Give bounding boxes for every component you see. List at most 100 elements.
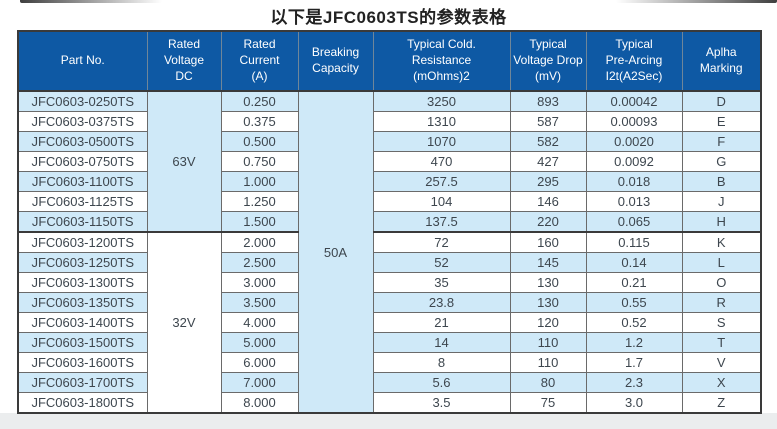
column-header-alpha-marking: Aplha Marking [681, 30, 762, 92]
part-no-cell: JFC0603-1300TS [17, 272, 148, 293]
alpha-marking-cell: F [681, 131, 762, 152]
column-header-part-no: Part No. [17, 30, 148, 92]
pre-arcing-cell: 0.115 [585, 231, 683, 253]
table-row: JFC0603-0500TS 0.500 1070 582 0.0020 F [17, 131, 762, 152]
table-row: JFC0603-1200TS 32V 2.000 72 160 0.115 K [17, 231, 762, 414]
part-no-cell: JFC0603-1700TS [17, 372, 148, 393]
voltage-drop-cell: 427 [509, 151, 587, 172]
cold-resistance-cell: 72 [372, 231, 511, 253]
part-no-cell: JFC0603-1150TS [17, 211, 148, 233]
table-row: JFC0603-1500TS 5.000 14 110 1.2 T [17, 332, 762, 353]
cold-resistance-cell: 35 [372, 272, 511, 293]
top-edge-artifact-left [20, 0, 162, 3]
table-row: JFC0603-1300TS 3.000 35 130 0.21 O [17, 272, 762, 293]
voltage-drop-cell: 295 [509, 171, 587, 192]
part-no-cell: JFC0603-1350TS [17, 292, 148, 313]
voltage-drop-cell: 587 [509, 111, 587, 132]
voltage-group-cell: 32V [146, 231, 222, 414]
alpha-marking-cell: H [681, 211, 762, 233]
rated-current-cell: 0.250 [220, 90, 299, 112]
part-no-cell: JFC0603-0375TS [17, 111, 148, 132]
voltage-group-cell: 63V [146, 90, 222, 233]
alpha-marking-cell: R [681, 292, 762, 313]
table-row: JFC0603-1700TS 7.000 5.6 80 2.3 X [17, 372, 762, 393]
alpha-marking-cell: E [681, 111, 762, 132]
part-no-cell: JFC0603-1200TS [17, 231, 148, 253]
cold-resistance-cell: 104 [372, 191, 511, 212]
alpha-marking-cell: G [681, 151, 762, 172]
pre-arcing-cell: 0.0020 [585, 131, 683, 152]
alpha-marking-cell: S [681, 312, 762, 333]
top-edge-artifact-right [616, 0, 777, 3]
table-row: JFC0603-1600TS 6.000 8 110 1.7 V [17, 352, 762, 373]
column-header-rated-voltage: Rated Voltage DC [146, 30, 222, 92]
voltage-drop-cell: 130 [509, 292, 587, 313]
pre-arcing-cell: 1.2 [585, 332, 683, 353]
voltage-drop-cell: 120 [509, 312, 587, 333]
voltage-drop-cell: 110 [509, 332, 587, 353]
cold-resistance-cell: 52 [372, 252, 511, 273]
cold-resistance-cell: 5.6 [372, 372, 511, 393]
voltage-drop-cell: 146 [509, 191, 587, 212]
cold-resistance-cell: 1070 [372, 131, 511, 152]
alpha-marking-cell: J [681, 191, 762, 212]
column-header-rated-current: Rated Current (A) [220, 30, 299, 92]
breaking-capacity-cell: 50A [297, 90, 374, 414]
table-row: JFC0603-1800TS 8.000 3.5 75 3.0 Z [17, 392, 762, 414]
cold-resistance-cell: 3.5 [372, 392, 511, 414]
alpha-marking-cell: O [681, 272, 762, 293]
rated-current-cell: 1.250 [220, 191, 299, 212]
alpha-marking-cell: T [681, 332, 762, 353]
cold-resistance-cell: 21 [372, 312, 511, 333]
table-row: JFC0603-1150TS 1.500 137.5 220 0.065 H [17, 211, 762, 233]
rated-current-cell: 2.500 [220, 252, 299, 273]
pre-arcing-cell: 0.55 [585, 292, 683, 313]
rated-current-cell: 0.750 [220, 151, 299, 172]
part-no-cell: JFC0603-1600TS [17, 352, 148, 373]
column-header-cold-resistance: Typical Cold. Resistance (mOhms)2 [372, 30, 511, 92]
pre-arcing-cell: 1.7 [585, 352, 683, 373]
table-row: JFC0603-0750TS 0.750 470 427 0.0092 G [17, 151, 762, 172]
cold-resistance-cell: 14 [372, 332, 511, 353]
voltage-drop-cell: 80 [509, 372, 587, 393]
pre-arcing-cell: 0.21 [585, 272, 683, 293]
rated-current-cell: 1.000 [220, 171, 299, 192]
voltage-drop-cell: 145 [509, 252, 587, 273]
part-no-cell: JFC0603-0500TS [17, 131, 148, 152]
voltage-drop-cell: 893 [509, 90, 587, 112]
rated-current-cell: 3.500 [220, 292, 299, 313]
pre-arcing-cell: 0.52 [585, 312, 683, 333]
part-no-cell: JFC0603-1800TS [17, 392, 148, 414]
part-no-cell: JFC0603-0250TS [17, 90, 148, 112]
part-no-cell: JFC0603-1500TS [17, 332, 148, 353]
column-header-breaking-capacity: Breaking Capacity [297, 30, 374, 92]
alpha-marking-cell: X [681, 372, 762, 393]
pre-arcing-cell: 0.065 [585, 211, 683, 233]
bottom-background-strip [0, 413, 777, 429]
voltage-drop-cell: 110 [509, 352, 587, 373]
voltage-drop-cell: 582 [509, 131, 587, 152]
table-body: JFC0603-0250TS 63V 0.250 50A 3250 893 0.00042 D… [17, 90, 762, 414]
page-title: 以下是JFC0603TS的参数表格 [270, 8, 507, 27]
voltage-drop-cell: 220 [509, 211, 587, 233]
pre-arcing-cell: 2.3 [585, 372, 683, 393]
voltage-drop-cell: 75 [509, 392, 587, 414]
rated-current-cell: 5.000 [220, 332, 299, 353]
rated-current-cell: 1.500 [220, 211, 299, 233]
alpha-marking-cell: L [681, 252, 762, 273]
pre-arcing-cell: 0.0092 [585, 151, 683, 172]
rated-current-cell: 0.375 [220, 111, 299, 132]
rated-current-cell: 7.000 [220, 372, 299, 393]
rated-current-cell: 3.000 [220, 272, 299, 293]
alpha-marking-cell: K [681, 231, 762, 253]
alpha-marking-cell: Z [681, 392, 762, 414]
table-row: JFC0603-1100TS 1.000 257.5 295 0.018 B [17, 171, 762, 192]
table-row: JFC0603-1125TS 1.250 104 146 0.013 J [17, 191, 762, 212]
rated-current-cell: 0.500 [220, 131, 299, 152]
rated-current-cell: 6.000 [220, 352, 299, 373]
voltage-drop-cell: 160 [509, 231, 587, 253]
rated-current-cell: 8.000 [220, 392, 299, 414]
part-no-cell: JFC0603-1250TS [17, 252, 148, 273]
parameters-table: Part No. Rated Voltage DC Rated Current … [17, 30, 762, 414]
